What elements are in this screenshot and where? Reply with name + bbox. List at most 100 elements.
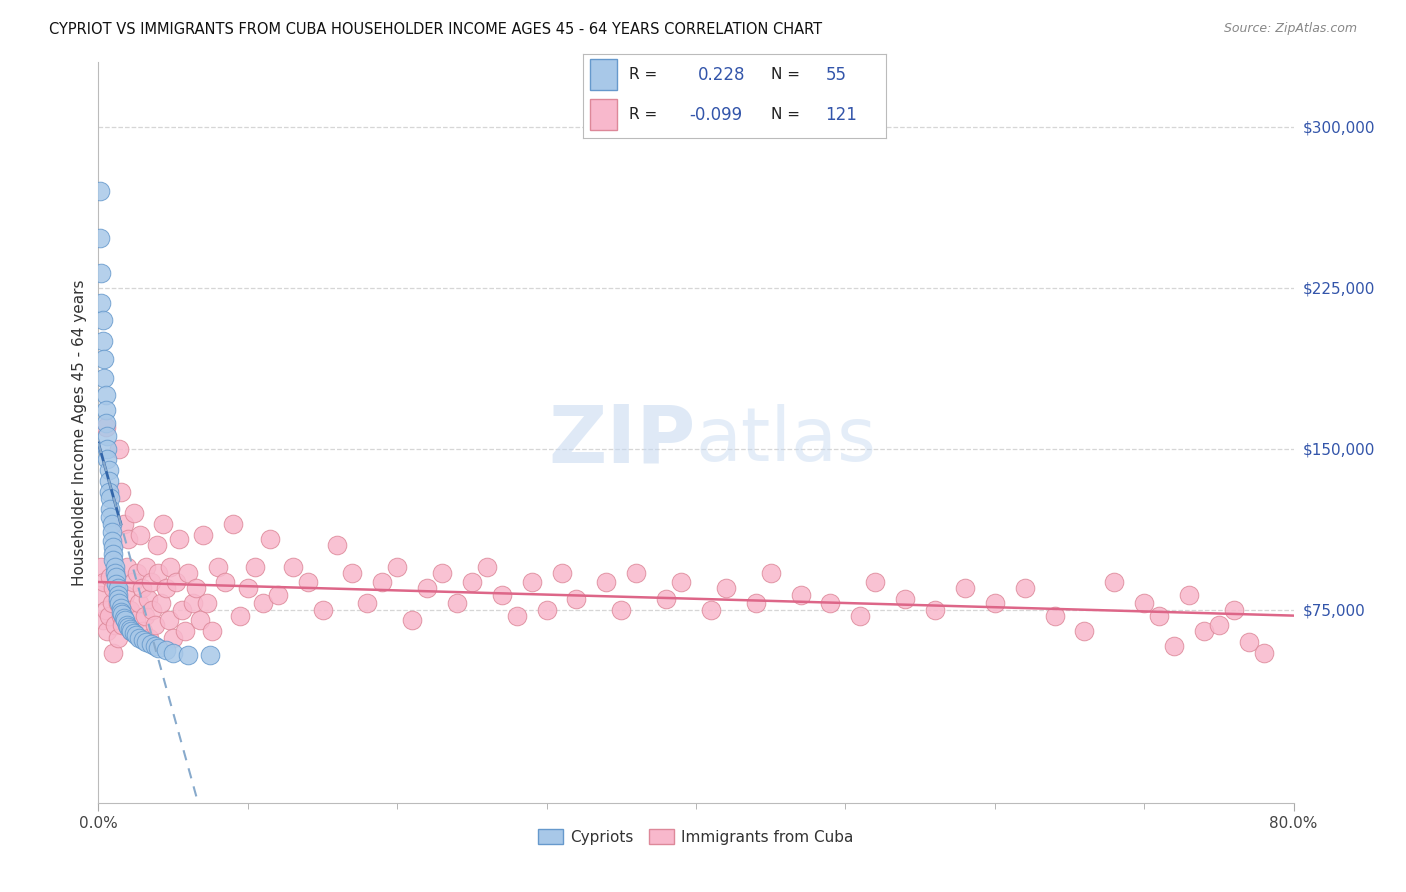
Point [98,501,122,516]
Point [236,581,259,595]
Point [342,566,364,581]
Point [148,641,170,656]
FancyBboxPatch shape [589,99,617,130]
Point [181,596,204,610]
Point [131,581,153,595]
Point [112,611,135,625]
Point [93,351,115,366]
Point [135,559,157,574]
Point [103,547,125,561]
Point [281,559,304,574]
Point [1208,617,1230,632]
Point [110,605,132,619]
Point [101,525,124,540]
Point [101,516,124,531]
Point [610,602,633,616]
Point [245,559,267,574]
Point [655,591,678,606]
Point [1178,588,1201,602]
Point [127,566,149,581]
Point [89,588,111,602]
Point [174,624,197,639]
Point [115,559,138,574]
Point [107,581,129,595]
Point [103,553,125,567]
Point [96,624,118,639]
Point [430,566,453,581]
Point [143,617,166,632]
Text: 55: 55 [825,66,846,84]
Point [91,313,114,327]
Point [446,596,468,610]
Point [865,574,887,589]
Point [138,631,160,645]
Point [98,570,122,584]
Point [105,566,128,581]
Point [115,617,138,632]
Point [89,231,111,245]
Point [101,533,124,548]
Legend: Cypriots, Immigrants from Cuba: Cypriots, Immigrants from Cuba [533,822,859,851]
Point [132,632,155,647]
Point [105,570,128,584]
Text: N =: N = [770,67,804,82]
Point [143,639,166,653]
Point [461,574,484,589]
Point [200,648,222,662]
Point [475,559,498,574]
Point [97,463,120,477]
Point [104,566,127,581]
Point [120,624,142,639]
Point [94,420,117,434]
Point [1104,574,1126,589]
Point [1253,646,1275,660]
Point [128,596,150,610]
Text: atlas: atlas [696,403,877,476]
Point [162,646,184,660]
Point [124,626,146,640]
Point [1223,602,1246,616]
Point [849,609,872,624]
Point [1237,635,1260,649]
Point [953,581,976,595]
Point [114,614,136,628]
Point [1147,609,1170,624]
Point [107,631,129,645]
Point [491,588,513,602]
Point [536,602,558,616]
Point [165,574,187,589]
Point [96,429,118,443]
Point [96,452,118,467]
Text: R =: R = [628,67,662,82]
Point [112,516,135,531]
Text: -0.099: -0.099 [689,105,742,123]
Point [267,588,290,602]
Point [98,510,122,524]
Point [626,566,648,581]
Point [97,484,120,499]
Point [150,596,173,610]
Point [326,538,349,552]
Point [129,527,152,541]
Point [162,631,184,645]
Point [214,574,236,589]
Point [104,617,127,632]
Point [103,541,125,555]
Point [172,602,194,616]
Point [371,574,394,589]
Point [520,574,543,589]
Point [356,596,378,610]
Point [148,566,170,581]
Point [111,617,134,632]
Point [1014,581,1036,595]
Point [117,532,139,546]
Point [141,602,163,616]
Point [924,602,946,616]
Point [191,527,214,541]
Point [789,588,811,602]
Point [136,591,159,606]
Point [222,516,245,531]
Point [506,609,529,624]
Point [894,591,917,606]
Point [145,538,167,552]
